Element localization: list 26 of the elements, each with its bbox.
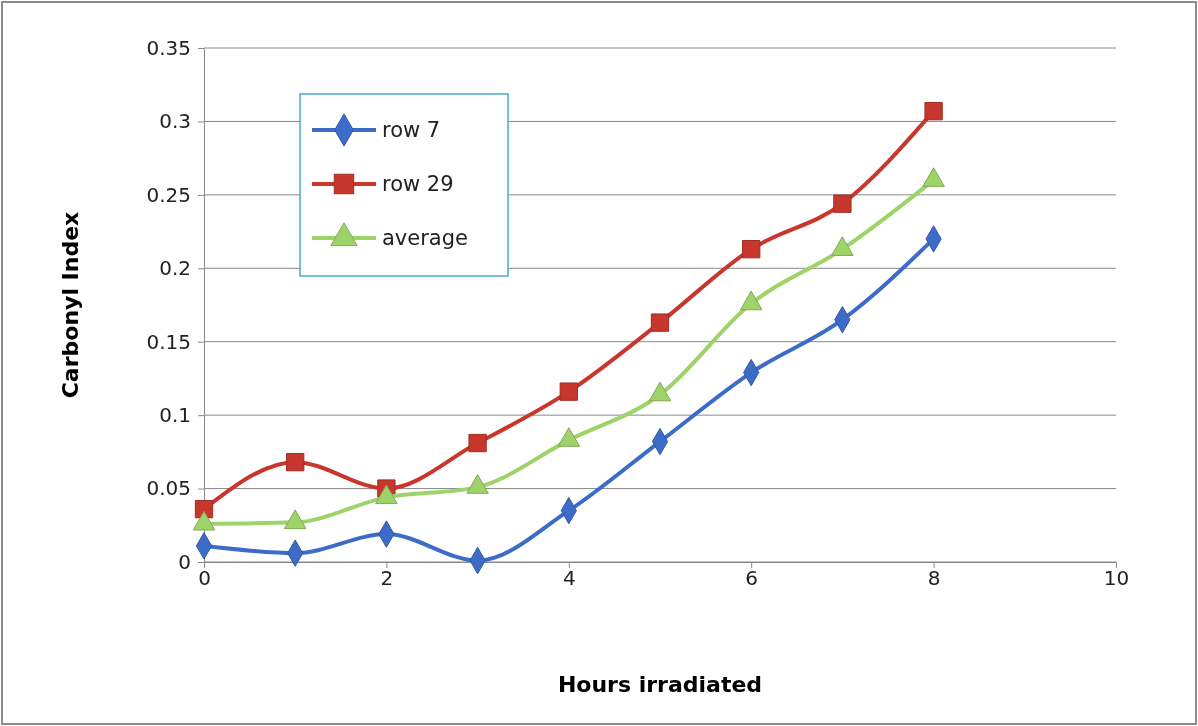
point <box>559 382 578 401</box>
x-tick-label: 8 <box>927 566 941 590</box>
y-tick-label: 0.15 <box>146 329 191 354</box>
point <box>833 194 852 213</box>
y-tick-label: 0 <box>178 549 191 574</box>
y-tick-label: 0.3 <box>159 109 191 134</box>
x-axis-title: Hours irradiated <box>557 672 763 697</box>
point <box>468 433 487 453</box>
y-tick-label: 0.35 <box>146 35 191 60</box>
point <box>286 452 305 472</box>
legend-label: average <box>382 226 468 250</box>
x-tick-label: 10 <box>1103 566 1130 590</box>
x-tick-label: 6 <box>745 566 759 590</box>
y-tick-label: 0.25 <box>146 182 191 207</box>
legend-label: row 7 <box>382 118 441 142</box>
point <box>742 240 761 259</box>
point <box>650 313 670 332</box>
legend-label: row 29 <box>382 172 454 196</box>
x-tick-label: 4 <box>562 566 576 590</box>
x-tick-label: 2 <box>380 566 394 590</box>
y-tick-label: 0.1 <box>159 403 191 428</box>
point <box>924 101 943 121</box>
x-tick-label: 0 <box>198 566 211 590</box>
y-axis-title: Carbonyl Index <box>58 211 83 399</box>
y-tick-label: 0.05 <box>146 476 191 501</box>
y-tick-label: 0.2 <box>159 256 191 281</box>
